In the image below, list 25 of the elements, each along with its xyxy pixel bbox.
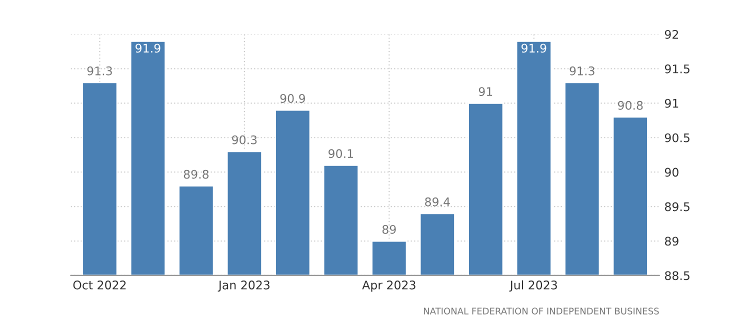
y-tick-label: 91.5	[664, 64, 690, 74]
y-tick-label: 91	[664, 98, 678, 108]
text: NATIONAL FEDERATION OF INDEPENDENT BUSINESS	[424, 308, 659, 314]
data-label: 91.9	[521, 44, 546, 53]
y-tick-label: 90	[664, 168, 678, 177]
x-tick-label: Jul 2023	[509, 280, 557, 292]
y-tick-label: 88.5	[664, 271, 690, 280]
y-tick-label: 90.5	[664, 133, 690, 142]
data-label: 91.3	[570, 66, 594, 76]
data-label: 90.8	[618, 100, 643, 110]
data-label: 89.8	[184, 170, 209, 179]
data-label: 91	[478, 87, 492, 96]
data-label: 89	[382, 224, 396, 234]
x-tick-label: Jan 2023	[218, 280, 270, 292]
y-tick-label: 89	[664, 236, 678, 246]
data-label: 90.3	[232, 135, 257, 144]
data-label: 90.1	[328, 149, 353, 158]
x-tick-label: Oct 2022	[73, 280, 126, 290]
x-tick-label: Apr 2023	[362, 280, 416, 292]
data-label: 91.9	[136, 44, 160, 53]
data-label: 90.9	[280, 94, 305, 103]
data-label: 89.4	[425, 197, 450, 206]
data-label: 91.3	[87, 66, 112, 76]
y-tick-label: 89.5	[664, 202, 690, 212]
y-tick-label: 92	[664, 30, 678, 39]
